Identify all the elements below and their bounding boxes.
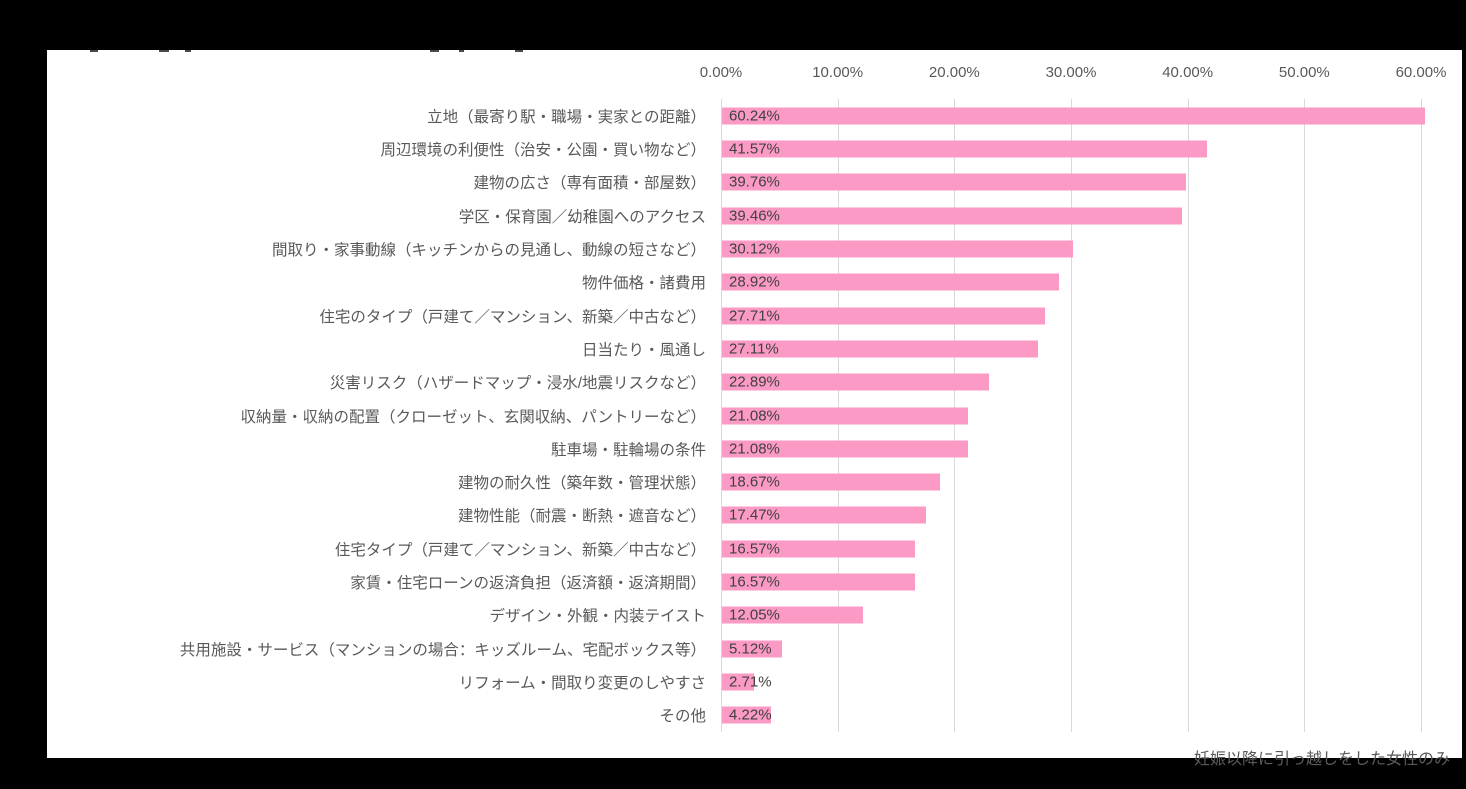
category-label: 建物性能（耐震・断熱・遮音など） bbox=[457, 508, 706, 526]
bar bbox=[722, 173, 1186, 191]
x-tick-label: 30.00% bbox=[1045, 64, 1097, 81]
category-label: 間取り・家事動線（キッチンからの見通し、動線の短さなど） bbox=[271, 241, 706, 259]
value-label: 12.05% bbox=[729, 606, 780, 624]
x-tick-label: 10.00% bbox=[812, 64, 864, 81]
bar bbox=[722, 340, 1039, 358]
category-label: 住宅のタイプ（戸建て／マンション、新築／中古など） bbox=[319, 308, 706, 326]
gridline bbox=[1421, 99, 1422, 732]
x-tick-label: 40.00% bbox=[1162, 64, 1214, 81]
bar bbox=[722, 407, 968, 424]
value-label: 21.08% bbox=[729, 407, 780, 424]
value-label: 60.24% bbox=[729, 107, 780, 125]
category-label: 共用施設・サービス（マンションの場合：キッズルーム、宅配ボックス等） bbox=[179, 641, 706, 659]
bar bbox=[722, 207, 1183, 225]
category-label: 家賃・住宅ローンの返済負担（返済額・返済期間） bbox=[350, 575, 706, 593]
value-label: 28.92% bbox=[729, 273, 780, 291]
value-label: 27.71% bbox=[729, 307, 780, 325]
value-label: 18.67% bbox=[729, 473, 780, 491]
x-tick-label: 50.00% bbox=[1278, 64, 1330, 81]
gridline bbox=[1304, 99, 1306, 732]
bar bbox=[722, 373, 990, 391]
bar bbox=[722, 606, 863, 624]
value-label: 39.76% bbox=[729, 173, 780, 191]
clipped-title-fragments bbox=[47, 50, 747, 53]
bar bbox=[722, 640, 782, 658]
category-label: 物件価格・諸費用 bbox=[581, 275, 706, 293]
gridline bbox=[721, 99, 722, 732]
category-label: 立地（最寄り駅・職場・実家との距離） bbox=[427, 108, 706, 126]
value-label: 2.71% bbox=[729, 673, 772, 691]
bar bbox=[722, 673, 754, 691]
bar bbox=[722, 440, 968, 458]
bar bbox=[722, 273, 1060, 291]
gridline bbox=[1071, 99, 1072, 732]
value-label: 22.89% bbox=[729, 373, 780, 391]
value-label: 16.57% bbox=[729, 540, 780, 558]
value-label: 5.12% bbox=[729, 640, 772, 658]
category-label: その他 bbox=[659, 708, 706, 726]
value-label: 41.57% bbox=[729, 140, 780, 158]
value-label: 4.22% bbox=[729, 706, 772, 724]
category-label: デザイン・外観・内装テイスト bbox=[489, 608, 706, 626]
x-tick-label: 20.00% bbox=[928, 64, 980, 81]
category-label: 建物の耐久性（築年数・管理状態） bbox=[457, 475, 706, 493]
gridline bbox=[1187, 99, 1189, 732]
value-label: 30.12% bbox=[729, 240, 780, 258]
category-label: 学区・保育園／幼稚園へのアクセス bbox=[458, 208, 706, 226]
value-label: 21.08% bbox=[729, 440, 780, 458]
x-tick-label: 60.00% bbox=[1395, 64, 1447, 81]
value-label: 27.11% bbox=[729, 340, 779, 358]
category-label: 日当たり・風通し bbox=[581, 341, 706, 359]
category-label: 建物の広さ（専有面積・部屋数） bbox=[473, 175, 706, 193]
bar bbox=[722, 573, 916, 591]
bar bbox=[722, 706, 772, 724]
bar bbox=[722, 506, 926, 524]
chart-panel: 0.00% 10.00% 20.00% 30.00% 40.00% 50.00% 60.00… bbox=[47, 50, 1462, 758]
bar bbox=[722, 240, 1074, 258]
bar bbox=[722, 107, 1425, 125]
category-label: 駐車場・駐輪場の条件 bbox=[550, 441, 706, 459]
category-label: 災害リスク（ハザードマップ・浸水/地震リスクなど） bbox=[329, 375, 706, 393]
value-label: 17.47% bbox=[729, 506, 780, 524]
category-label: 周辺環境の利便性（治安・公園・買い物など） bbox=[380, 141, 706, 159]
footnote: 妊娠以降に引っ越しをした女性のみ bbox=[1193, 751, 1450, 768]
bar bbox=[722, 473, 940, 491]
value-label: 39.46% bbox=[729, 207, 780, 225]
category-label: リフォーム・間取り変更のしやすさ bbox=[458, 675, 706, 693]
category-label: 収納量・収納の配置（クローゼット、玄関収納、パントリーなど） bbox=[240, 408, 706, 426]
bar bbox=[722, 307, 1046, 325]
category-label: 住宅タイプ（戸建て／マンション、新築／中古など） bbox=[334, 541, 706, 559]
bar bbox=[722, 540, 916, 558]
value-label: 16.57% bbox=[729, 573, 780, 591]
bar bbox=[722, 140, 1207, 158]
x-tick-label: 0.00% bbox=[699, 64, 743, 81]
